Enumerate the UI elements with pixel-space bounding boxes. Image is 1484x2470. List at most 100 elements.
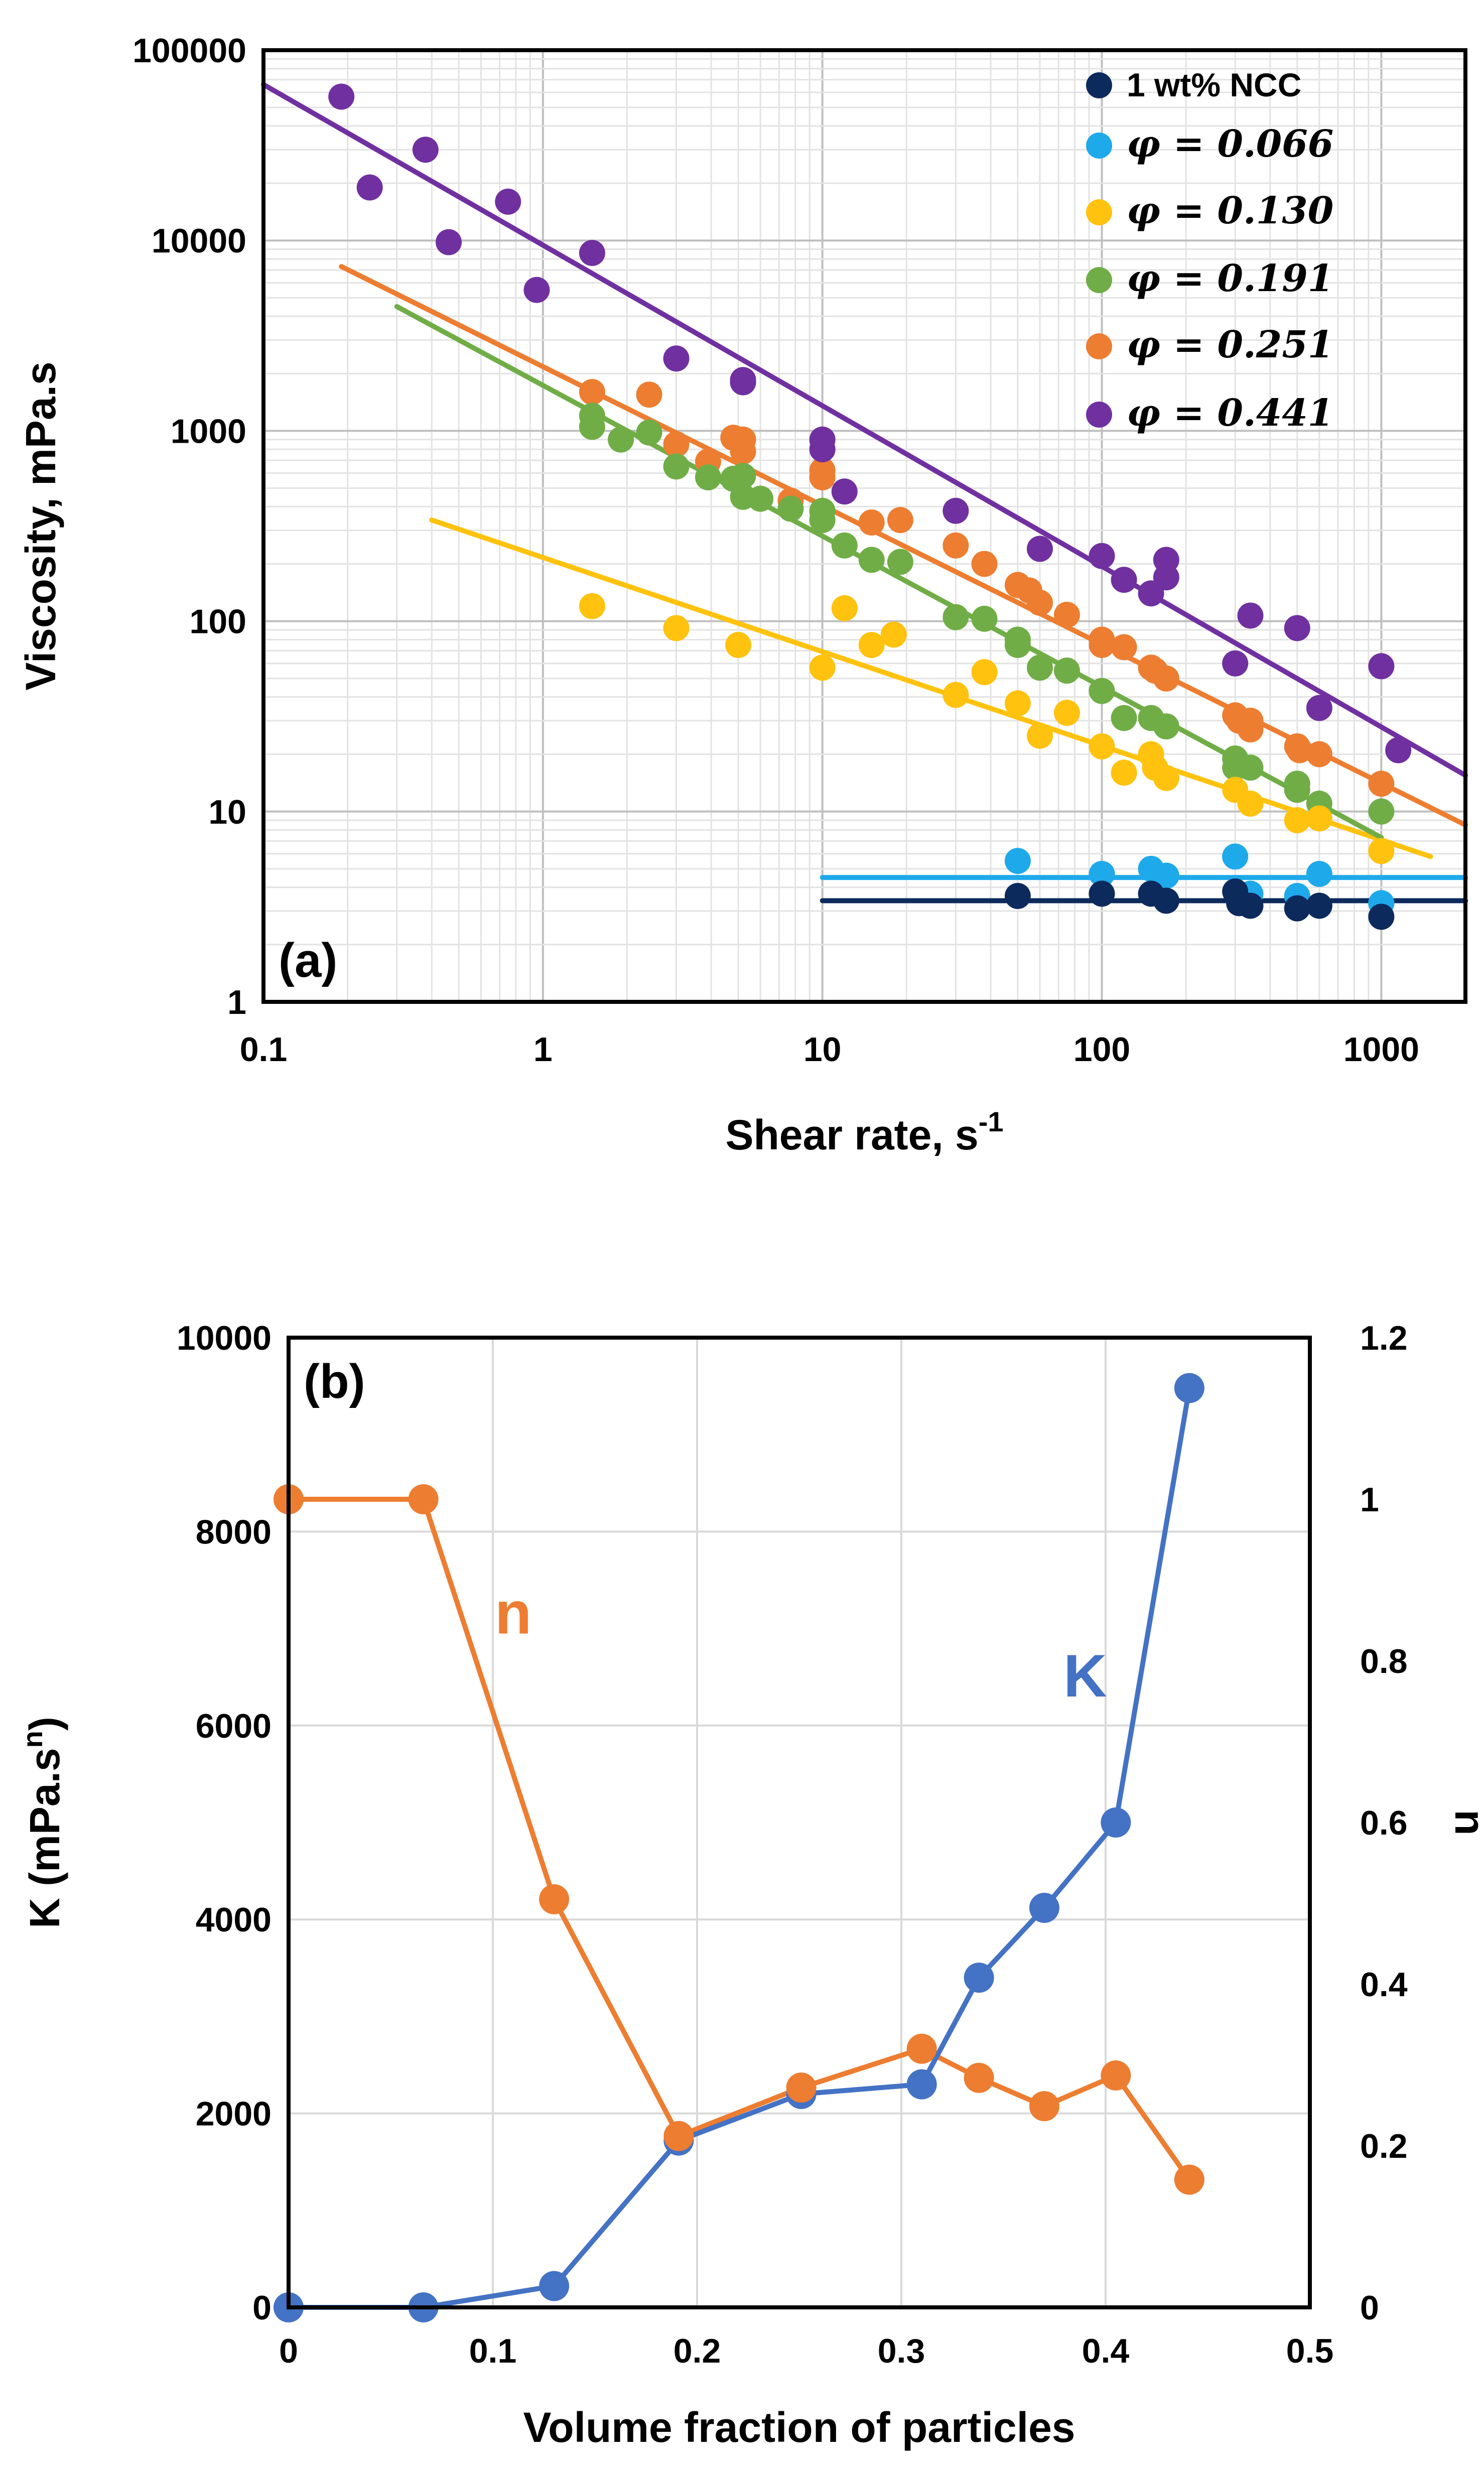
panel-a-data-point <box>1306 805 1332 832</box>
panel-b-point-k <box>539 2271 570 2301</box>
panel-b-x-axis-label: Volume fraction of particles <box>523 2404 1075 2451</box>
panel-a-data-point <box>831 478 858 505</box>
panel-b-point-k <box>1029 1893 1059 1923</box>
panel-a-data-point <box>1368 903 1395 930</box>
panel-a-data-point <box>636 419 662 446</box>
panel-a-y-axis-label: Viscosity, mPa.s <box>17 361 64 690</box>
panel-b-right-y-tick-label: 0.2 <box>1360 2127 1408 2165</box>
panel-a-data-point <box>1089 733 1115 759</box>
panel-a-data-point <box>1237 602 1264 629</box>
panel-b-right-y-tick-label: 1.2 <box>1360 1319 1408 1357</box>
panel-a-y-tick-label: 10 <box>208 793 246 831</box>
panel-a-viscosity-chart: 0.1 1 10 100 1000 1 10 100 1000 10000 100000 Shea… <box>17 32 1468 1158</box>
panel-a-data-point <box>1284 807 1310 834</box>
panel-a-data-point <box>1284 776 1310 803</box>
panel-a-data-point <box>1237 754 1264 781</box>
panel-a-data-point <box>831 595 858 621</box>
panel-a-data-point <box>1306 695 1332 721</box>
panel-a-data-point <box>1089 631 1115 658</box>
panel-b-x-tick-labels: 0 0.1 0.2 0.3 0.4 0.5 <box>279 2332 1333 2370</box>
panel-a-data-point <box>579 240 605 267</box>
panel-a-data-point <box>1153 887 1179 914</box>
panel-a-label: (a) <box>279 934 337 987</box>
panel-b-left-y-axis-label-end: ) <box>21 1717 68 1731</box>
panel-a-data-point <box>1222 843 1249 870</box>
panel-b-right-y-tick-label: 0.6 <box>1360 1804 1408 1842</box>
panel-a-x-tick-label: 1 <box>533 1030 553 1069</box>
panel-a-data-point <box>1368 770 1395 797</box>
panel-a-y-tick-label: 1000 <box>171 412 246 450</box>
panel-a-fit-line <box>339 264 1468 828</box>
panel-a-y-tick-label: 1 <box>227 983 246 1021</box>
panel-a-data-point <box>1026 722 1053 749</box>
panel-a-legend-marker <box>1086 133 1112 159</box>
panel-b-left-y-tick-label: 6000 <box>196 1707 272 1745</box>
panel-a-data-point <box>523 277 550 303</box>
panel-b-annotation: n <box>495 1579 531 1646</box>
panel-a-y-tick-label: 100000 <box>132 32 246 70</box>
panel-b-point-n <box>1174 2164 1204 2195</box>
panel-a-data-point <box>412 137 439 163</box>
panel-a-data-point <box>1237 892 1264 919</box>
panel-a-data-point <box>1286 737 1313 763</box>
panel-a-data-point <box>1111 759 1137 786</box>
panel-a-data-point <box>328 83 355 110</box>
panel-a-data-point <box>858 547 885 573</box>
panel-a-data-point <box>1111 567 1137 593</box>
panel-b-left-y-tick-label: 4000 <box>196 1901 272 1939</box>
panel-b-point-k <box>1101 1807 1131 1838</box>
panel-a-data-point <box>356 174 383 201</box>
panel-a-fit-line <box>394 304 1384 840</box>
panel-a-x-tick-label: 100 <box>1073 1030 1130 1069</box>
panel-b-right-y-tick-label: 1 <box>1360 1481 1379 1519</box>
panel-a-x-tick-labels: 0.1 1 10 100 1000 <box>240 1030 1419 1069</box>
panel-b-annotation: K <box>1063 1642 1107 1710</box>
panel-a-data-point <box>809 497 836 524</box>
panel-b-series-annotations: nK <box>495 1579 1107 1710</box>
panel-a-data-point <box>887 507 913 534</box>
panel-a-data-point <box>809 655 836 681</box>
panel-a-x-tick-label: 1000 <box>1343 1030 1419 1069</box>
panel-a-data-point <box>663 431 690 458</box>
panel-a-x-tick-label: 10 <box>803 1030 842 1069</box>
panel-a-data-point <box>942 497 969 524</box>
panel-a-data-point <box>1111 634 1137 661</box>
panel-b-right-y-tick-label: 0 <box>1360 2289 1379 2327</box>
panel-a-data-point <box>730 369 756 396</box>
panel-a-data-point <box>777 495 804 522</box>
panel-a-data-point <box>942 604 969 630</box>
panel-b-left-y-axis-label: K (mPa.sn) <box>17 1717 68 1928</box>
panel-a-legend-label: φ = 0.251 <box>1127 323 1333 366</box>
panel-b-point-n <box>786 2072 817 2103</box>
panel-a-data-point <box>887 549 913 575</box>
panel-a-data-point <box>971 551 998 577</box>
panel-b-point-n <box>1101 2060 1131 2091</box>
panel-b-plot-frame <box>287 1336 1312 2309</box>
panel-a-legend-marker <box>1086 402 1112 428</box>
panel-a-data-point <box>1368 798 1395 825</box>
panel-a-data-point <box>1385 737 1412 763</box>
panel-a-legend-marker <box>1086 72 1112 98</box>
panel-a-data-point <box>1089 880 1115 907</box>
panel-a-data-point <box>1284 615 1310 641</box>
panel-b-right-y-tick-label: 0.8 <box>1360 1642 1408 1680</box>
panel-a-legend-label: 1 wt% NCC <box>1127 66 1301 103</box>
panel-a-data-point <box>1053 601 1080 628</box>
panel-a-data-point <box>725 631 752 658</box>
panel-a-data-point <box>1306 741 1332 767</box>
panel-b-left-y-tick-label: 0 <box>252 2289 272 2327</box>
panel-b-x-tick-label: 0.3 <box>878 2332 925 2370</box>
panel-b-point-k <box>906 2069 937 2100</box>
panel-b-point-n <box>408 1484 439 1514</box>
panel-a-legend-label: φ = 0.130 <box>1127 189 1333 232</box>
panel-b-right-y-tick-label: 0.4 <box>1360 1966 1408 2004</box>
panel-b-x-tick-label: 0.1 <box>469 2332 517 2370</box>
panel-a-data-point <box>1026 655 1053 681</box>
panel-a-data-point <box>1089 678 1115 704</box>
panel-a-data-point <box>1111 705 1137 731</box>
panel-a-data-point <box>942 532 969 559</box>
panel-a-data-point <box>1089 543 1115 569</box>
panel-a-data-point <box>695 464 721 490</box>
panel-a-data-point <box>1284 895 1310 922</box>
